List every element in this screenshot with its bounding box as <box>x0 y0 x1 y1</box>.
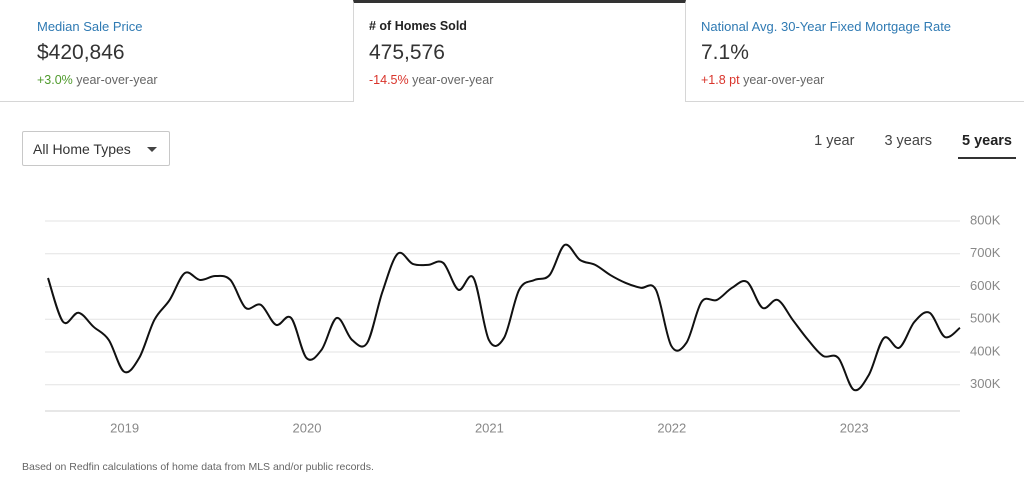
stat-value: 475,576 <box>369 41 445 64</box>
change-suffix: year-over-year <box>76 73 158 87</box>
stat-value: 7.1% <box>701 41 749 64</box>
stat-card[interactable]: Median Sale Price $420,846 +3.0% year-over… <box>0 0 353 102</box>
dropdown-caret <box>147 147 157 152</box>
x-tick-label: 2022 <box>657 420 686 435</box>
stat-card[interactable]: # of Homes Sold 475,576 -14.5% year-over-y… <box>353 0 686 102</box>
dropdown-label: All Home Types <box>33 140 131 157</box>
stat-change: +1.8 pt year-over-year <box>701 73 1024 87</box>
change-amount: +1.8 pt <box>701 73 740 87</box>
y-tick-label: 500K <box>970 311 1001 326</box>
home-type-dropdown[interactable]: All Home Types <box>22 131 170 166</box>
stat-value: $420,846 <box>37 41 125 64</box>
range-tab[interactable]: 5 years <box>958 131 1016 159</box>
x-tick-label: 2021 <box>475 420 504 435</box>
range-tab[interactable]: 1 year <box>814 133 855 149</box>
y-tick-label: 400K <box>970 343 1001 358</box>
x-tick-label: 2020 <box>293 420 322 435</box>
range-tab[interactable]: 3 years <box>884 133 932 149</box>
stat-change: +3.0% year-over-year <box>37 73 353 87</box>
stat-change: -14.5% year-over-year <box>369 73 685 87</box>
change-amount: +3.0% <box>37 73 73 87</box>
stat-cards: Median Sale Price $420,846 +3.0% year-over… <box>0 0 1024 102</box>
y-tick-label: 600K <box>970 278 1001 293</box>
range-tabs: 1 year 3 years 5 years <box>810 131 1016 159</box>
footnote: Based on Redfin calculations of home dat… <box>22 461 374 473</box>
stat-card[interactable]: National Avg. 30-Year Fixed Mortgage Rat… <box>686 0 1024 102</box>
y-tick-label: 300K <box>970 376 1001 391</box>
x-tick-label: 2023 <box>840 420 869 435</box>
y-tick-label: 700K <box>970 245 1001 260</box>
stat-label: Median Sale Price <box>37 19 143 34</box>
change-amount: -14.5% <box>369 73 409 87</box>
change-suffix: year-over-year <box>412 73 494 87</box>
y-tick-label: 800K <box>970 212 1001 227</box>
change-suffix: year-over-year <box>743 73 825 87</box>
chart: 300K 400K 500K 600K 700K 800K 2019 2020 2021 2022… <box>45 212 1001 435</box>
stat-label: National Avg. 30-Year Fixed Mortgage Rat… <box>701 19 952 34</box>
x-tick-label: 2019 <box>110 420 139 435</box>
stat-label: # of Homes Sold <box>369 19 467 33</box>
line-series <box>47 243 961 392</box>
